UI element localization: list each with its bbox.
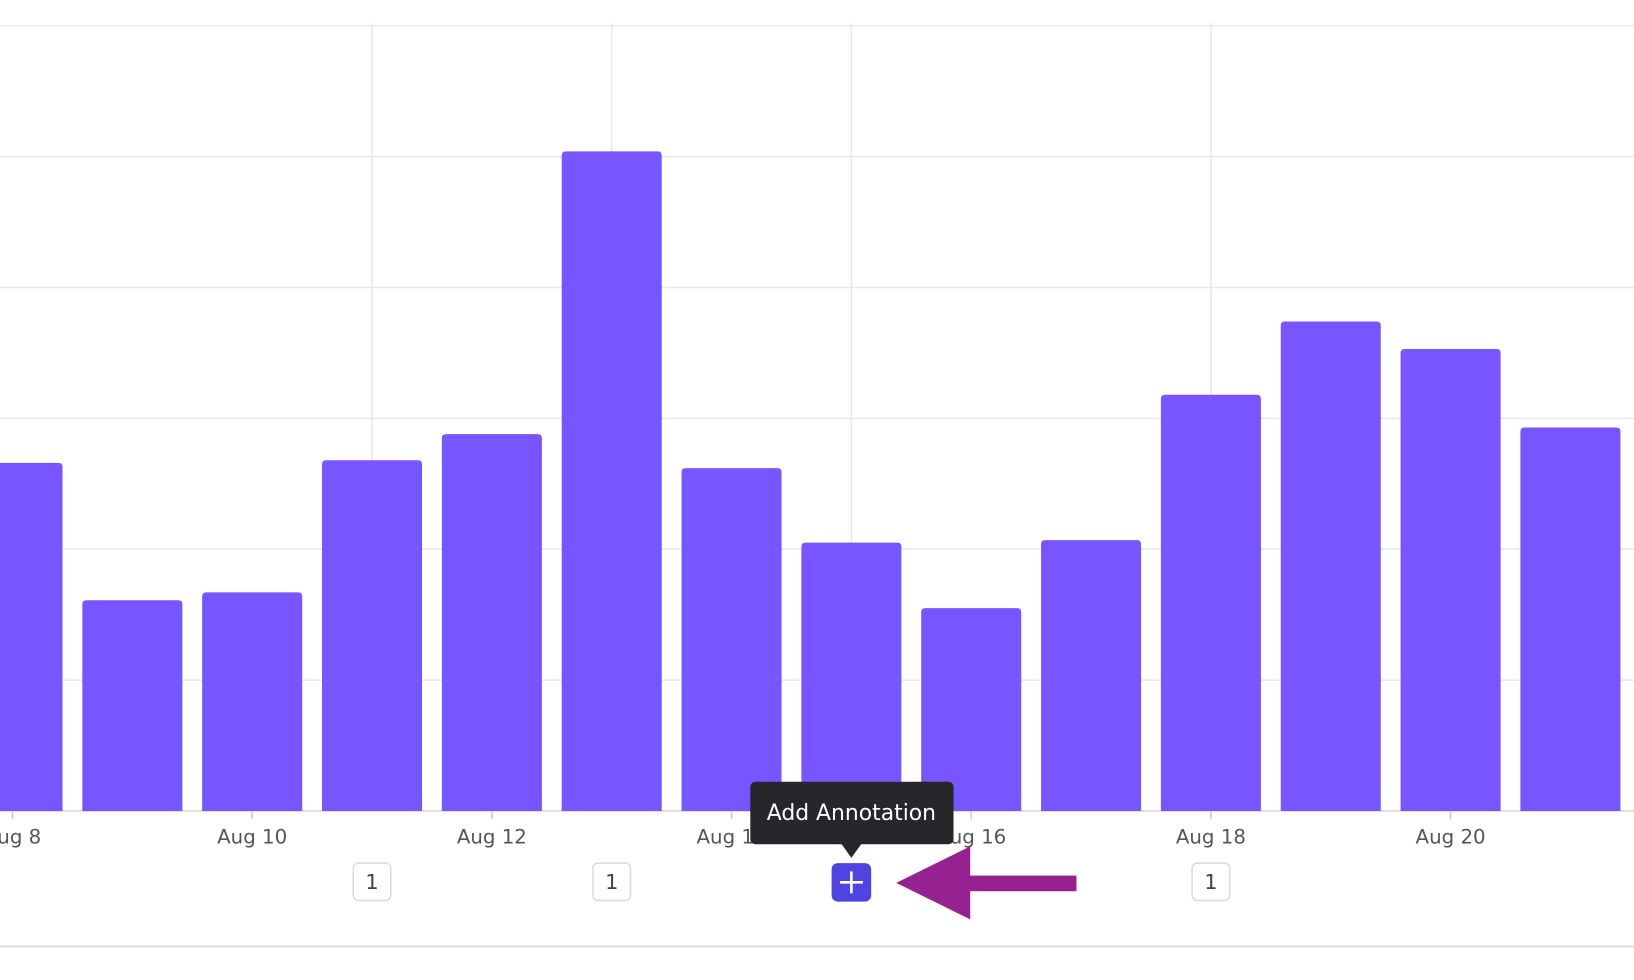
x-tick-label: Aug 12 xyxy=(457,826,527,849)
arrow-head xyxy=(896,846,971,920)
annotation-marker xyxy=(592,862,632,902)
x-tick-label: Aug 8 xyxy=(0,826,41,849)
bar xyxy=(921,608,1022,811)
annotation-count: 1 xyxy=(365,870,378,894)
bar xyxy=(1041,540,1142,811)
x-tick-label: Aug 18 xyxy=(1176,826,1246,849)
bar xyxy=(681,468,782,811)
annotation-count: 1 xyxy=(605,870,618,894)
bar xyxy=(801,542,902,811)
x-axis: Aug 8 Aug 10 Aug 12 Aug 14 Aug 16 Aug 18 Aug 2… xyxy=(0,810,1486,849)
annotation-marker xyxy=(352,862,392,902)
bar xyxy=(1520,427,1621,811)
annotation-marker xyxy=(1191,862,1231,902)
tooltip-pointer xyxy=(840,843,862,858)
x-tick-label: Aug 20 xyxy=(1416,826,1486,849)
annotations: 1 1 1 xyxy=(352,862,1231,902)
bar xyxy=(441,434,542,811)
annotation-count: 1 xyxy=(1204,870,1217,894)
tooltip: Add Annotation xyxy=(750,781,954,858)
arrow xyxy=(896,846,1077,920)
bar xyxy=(561,151,662,811)
bar xyxy=(1400,349,1501,811)
bar xyxy=(1160,394,1261,811)
bar xyxy=(82,600,183,811)
bar xyxy=(322,460,423,811)
x-tick-label: Aug 16 xyxy=(936,826,1006,849)
arrow-shaft xyxy=(967,875,1077,892)
x-tick-label: Aug 14 xyxy=(697,826,767,849)
bar xyxy=(1280,321,1381,811)
tooltip-text: Add Annotation xyxy=(767,801,936,826)
bar xyxy=(202,592,303,811)
bar xyxy=(0,462,63,811)
tooltip-box xyxy=(750,781,954,845)
x-tick-label: Aug 10 xyxy=(217,826,287,849)
bars xyxy=(0,151,1621,811)
add-annotation-button[interactable] xyxy=(831,863,872,902)
